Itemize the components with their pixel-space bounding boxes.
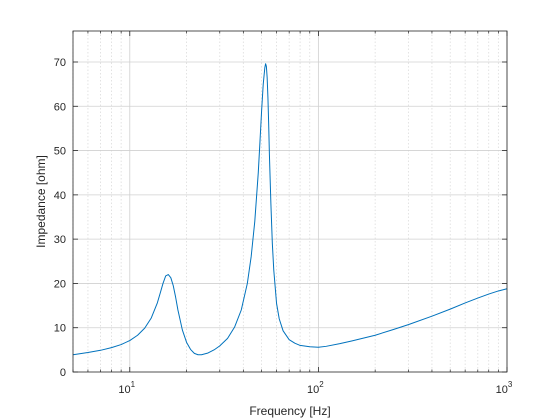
series-group [72,63,508,356]
plot-area [73,31,507,372]
x-tick-labels: 101 102 103 [118,380,512,396]
y-tick-label: 0 [60,367,66,379]
series-line [72,63,508,356]
y-tick-label: 10 [54,323,66,335]
y-tick-label: 50 [54,146,66,158]
y-tick-label: 70 [54,57,66,69]
y-tick-label: 60 [54,101,66,113]
y-tick-label: 20 [54,278,66,290]
y-tick-label: 30 [54,234,66,246]
x-tick-label: 101 [118,380,135,396]
y-tick-label: 40 [54,190,66,202]
x-axis-label: Frequency [Hz] [249,404,330,418]
y-axis-label: Impedance [ohm] [34,155,48,248]
x-tick-label: 103 [496,380,513,396]
grid [72,31,508,372]
x-tick-label: 102 [307,380,324,396]
plot-frame [72,30,508,373]
tick-marks [72,31,508,373]
y-tick-labels: 0 10 20 30 40 50 60 70 [54,57,66,379]
